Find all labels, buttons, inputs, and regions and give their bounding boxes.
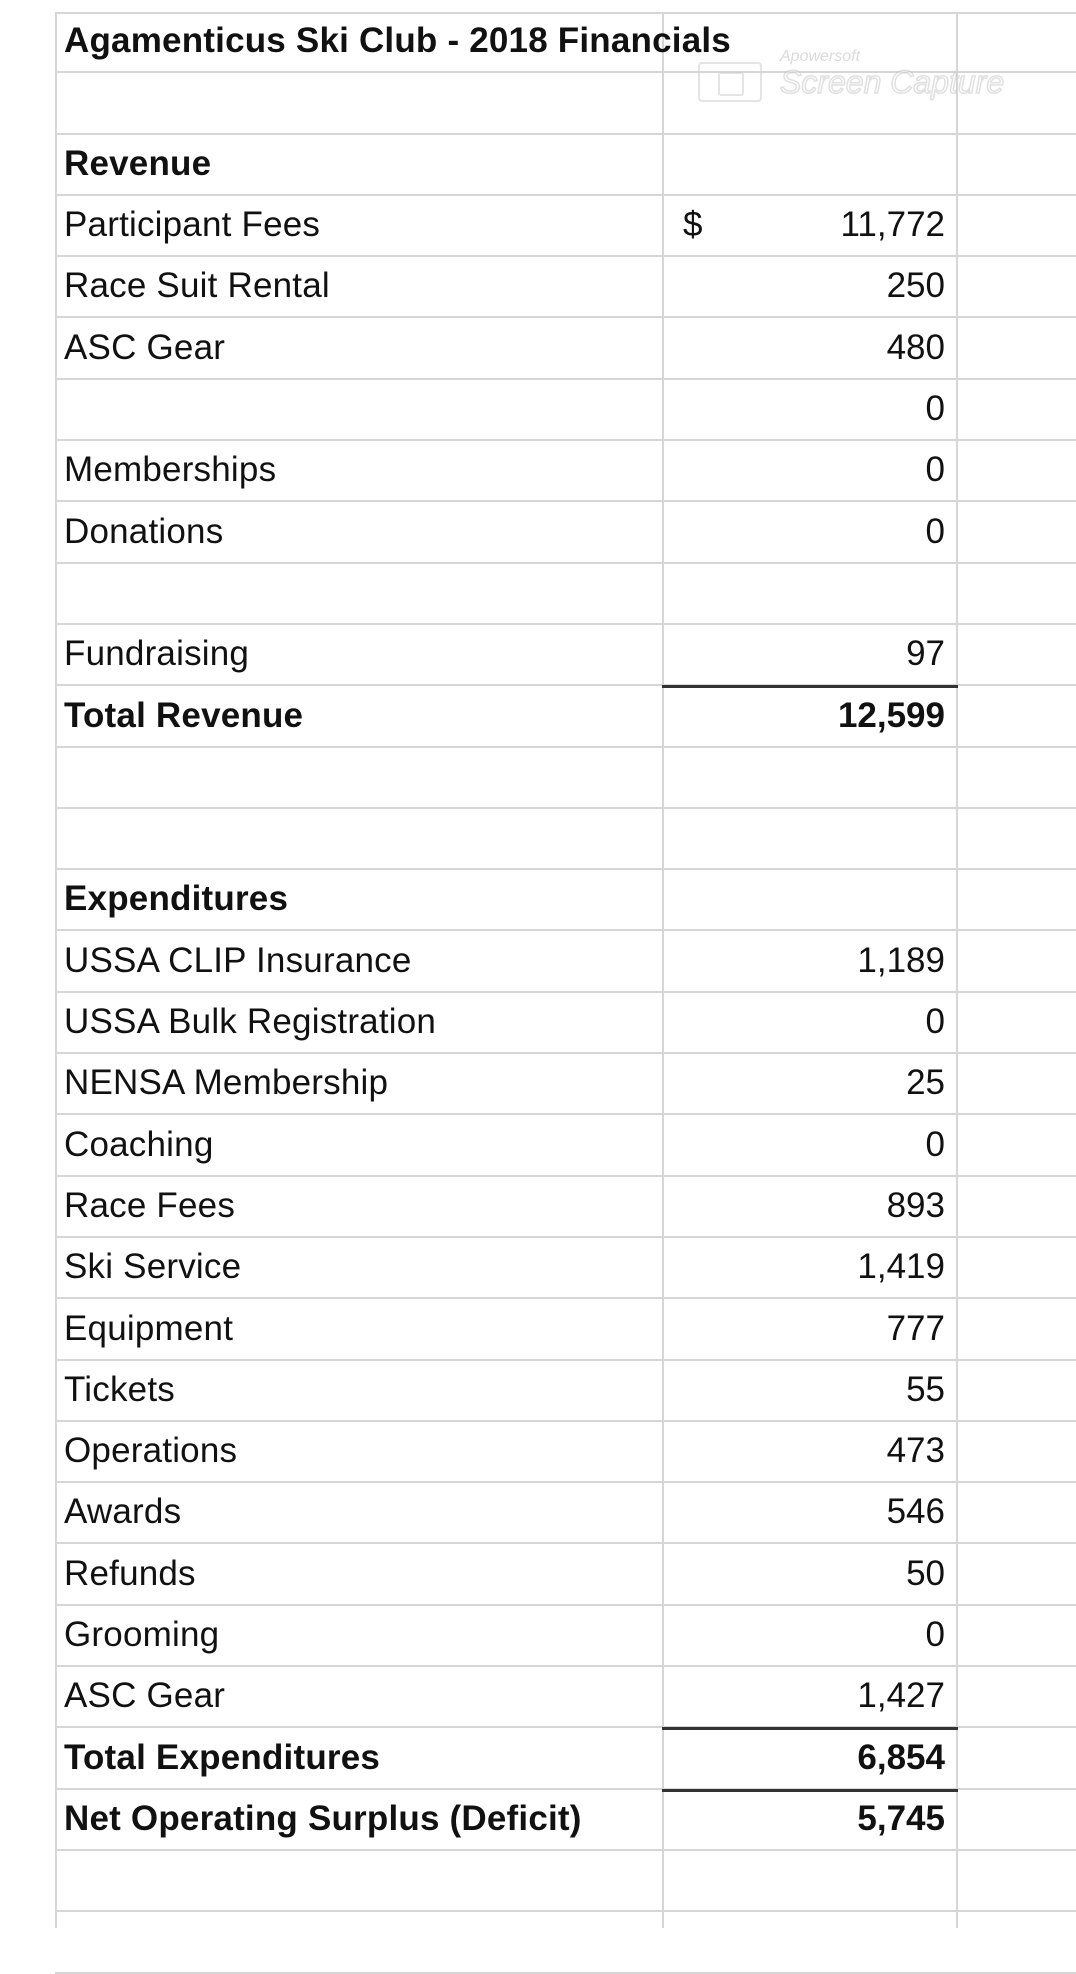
row-value: 0 [925,511,945,551]
row-value: 1,419 [857,1247,945,1287]
row-value: 480 [886,327,945,367]
sheet-row-title[interactable]: Agamenticus Ski Club - 2018 Financials [55,12,1076,74]
table-row[interactable]: Grooming 0 [55,1606,1076,1668]
table-row[interactable]: ASC Gear 480 [55,319,1076,380]
revenue-heading-row[interactable]: Revenue [55,135,1076,196]
table-row[interactable]: Memberships 0 [55,441,1076,503]
row-label: ASC Gear [64,1676,226,1716]
spreadsheet: Agamenticus Ski Club - 2018 Financials R… [55,12,1076,1974]
gridline-col-c-left [956,12,958,1928]
row-label: Participant Fees [64,205,321,245]
expenditures-total-row[interactable]: Total Expenditures 6,854 [55,1728,1076,1790]
row-value: 250 [886,266,945,306]
table-row[interactable]: Ski Service 1,419 [55,1238,1076,1300]
row-label: Race Fees [64,1185,236,1225]
row-label: Donations [64,511,224,551]
sheet-row-blank[interactable] [55,1851,1076,1913]
row-label: Memberships [64,450,277,490]
row-label: Ski Service [64,1247,242,1287]
sheet-row-blank[interactable] [55,748,1076,809]
table-row[interactable]: Participant Fees $ 11,772 [55,196,1076,258]
total-expenditures-label: Total Expenditures [64,1737,381,1777]
sheet-row-blank[interactable] [55,1912,1076,1974]
row-value: 777 [886,1308,945,1348]
table-row[interactable]: Refunds 50 [55,1545,1076,1606]
row-label: Operations [64,1431,238,1471]
row-value: 11,772 [840,205,945,245]
expenditures-heading-row[interactable]: Expenditures [55,870,1076,932]
row-value: 0 [925,389,945,429]
row-value: 473 [886,1431,945,1471]
row-value: 0 [925,1002,945,1042]
revenue-total-row[interactable]: Total Revenue 12,599 [55,686,1076,748]
row-label: Tickets [64,1369,175,1409]
table-row[interactable]: Donations 0 [55,502,1076,564]
row-label: NENSA Membership [64,1063,389,1103]
table-row[interactable]: Operations 473 [55,1422,1076,1484]
currency-symbol: $ [683,205,703,245]
row-value: 97 [906,634,945,674]
table-row[interactable]: Fundraising 97 [55,625,1076,687]
row-value: 0 [925,1124,945,1164]
table-row[interactable]: 0 [55,380,1076,442]
row-value: 50 [906,1553,945,1593]
sheet-row-blank[interactable] [55,73,1076,135]
table-row[interactable]: USSA CLIP Insurance 1,189 [55,932,1076,993]
table-row[interactable]: ASC Gear 1,427 [55,1667,1076,1729]
table-row[interactable]: Equipment 777 [55,1299,1076,1361]
row-label: Grooming [64,1615,220,1655]
table-row[interactable]: Coaching 0 [55,1115,1076,1177]
table-row[interactable]: Race Suit Rental 250 [55,257,1076,319]
total-expenditures-value: 6,854 [857,1737,945,1777]
net-surplus-row[interactable]: Net Operating Surplus (Deficit) 5,745 [55,1790,1076,1851]
total-revenue-label: Total Revenue [64,695,304,735]
expenditures-heading: Expenditures [64,879,289,919]
row-label: USSA Bulk Registration [64,1002,437,1042]
table-row[interactable]: Race Fees 893 [55,1177,1076,1238]
revenue-total-rule [662,685,958,688]
sheet-title: Agamenticus Ski Club - 2018 Financials [64,21,731,61]
net-surplus-value: 5,745 [857,1798,945,1838]
row-label: Race Suit Rental [64,266,330,306]
total-revenue-value: 12,599 [837,695,945,735]
row-label: Coaching [64,1124,214,1164]
gridline-col-b-left [662,12,664,1928]
expenditures-total-rule [662,1727,958,1730]
row-value: 0 [925,450,945,490]
row-value: 0 [925,1615,945,1655]
row-value: 1,189 [857,940,945,980]
sheet-row-blank[interactable] [55,809,1076,871]
row-label: ASC Gear [64,327,226,367]
row-label: Fundraising [64,634,250,674]
row-value: 25 [906,1063,945,1103]
row-label: USSA CLIP Insurance [64,940,412,980]
row-label: Awards [64,1492,182,1532]
net-surplus-label: Net Operating Surplus (Deficit) [64,1798,582,1838]
table-row[interactable]: Awards 546 [55,1483,1076,1545]
revenue-heading: Revenue [64,143,212,183]
table-row[interactable]: Tickets 55 [55,1361,1076,1422]
row-value: 55 [906,1369,945,1409]
table-row[interactable] [55,564,1076,625]
table-row[interactable]: NENSA Membership 25 [55,1054,1076,1116]
row-value: 893 [886,1185,945,1225]
gridline-col-a-left [55,12,57,1928]
row-value: 1,427 [857,1676,945,1716]
net-total-rule [662,1789,958,1792]
row-value: 546 [886,1492,945,1532]
row-label: Refunds [64,1553,196,1593]
row-label: Equipment [64,1308,234,1348]
table-row[interactable]: USSA Bulk Registration 0 [55,993,1076,1055]
